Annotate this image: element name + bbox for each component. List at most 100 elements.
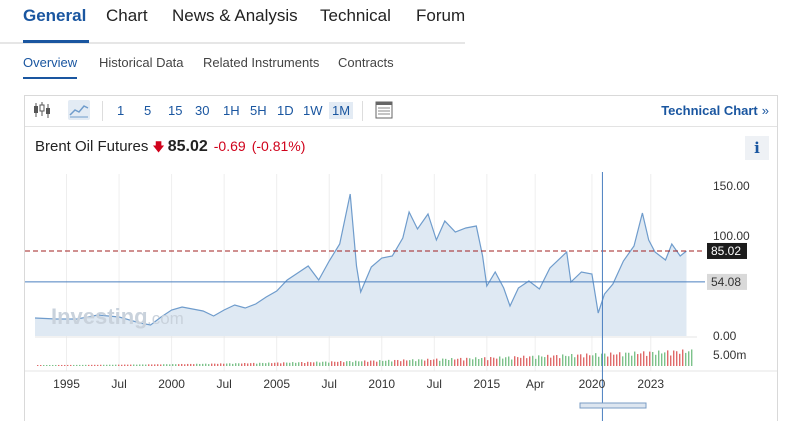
area-chart-icon[interactable] [68,100,90,120]
volume-bar [64,364,66,366]
interval-1h[interactable]: 1H [223,103,240,118]
volume-bar [82,364,84,366]
volume-bar [607,356,609,366]
interval-1w[interactable]: 1W [303,103,323,118]
interval-5[interactable]: 5 [144,103,152,118]
volume-bar [265,363,267,366]
volume-bar [547,354,549,366]
volume-bar [313,362,315,366]
volume-bar [58,364,60,366]
volume-bar [544,357,546,366]
subtab-related-instruments[interactable]: Related Instruments [203,55,320,70]
volume-bar [649,351,651,366]
volume-bar [652,351,654,366]
volume-bar [574,357,576,366]
instrument-price: 85.02 [167,138,208,155]
interval-15[interactable]: 15 [168,103,183,118]
volume-bar [481,358,483,366]
volume-bar [343,362,345,366]
x-tick-label: Jul [216,377,231,391]
interval-5h[interactable]: 5H [250,103,267,118]
volume-bar [424,360,426,366]
volume-bar [403,359,405,366]
instrument-header: Brent Oil Futures 🡇 85.02 -0.69 (-0.81%) [35,138,305,159]
volume-bar [406,360,408,366]
volume-bar [637,354,639,366]
price-chart[interactable]: Investing .com 150.00 100.00 0.00 1995 Jul 2… [25,96,777,421]
volume-bar [550,357,552,366]
volume-bar [556,355,558,366]
subtab-contracts[interactable]: Contracts [338,55,394,70]
volume-bar [451,358,453,366]
volume-bar [418,359,420,366]
volume-bar [466,357,468,366]
volume-bar [118,364,120,366]
info-button[interactable]: i [745,136,769,160]
volume-bar [136,364,138,366]
tab-forum[interactable]: Forum [416,6,466,25]
volume-bar [160,364,162,366]
volume-bar [523,355,525,366]
volume-bar [262,362,264,366]
volume-bar [364,360,366,366]
interval-30[interactable]: 30 [195,103,210,118]
volume-bar [211,363,213,366]
toolbar-divider [362,101,363,121]
volume-bar [100,364,102,366]
volume-bar [316,361,318,366]
volume-bar [628,352,630,366]
volume-bar [598,356,600,366]
volume-bar [220,363,222,366]
interval-1m[interactable]: 1M [329,102,354,119]
volume-bar [217,363,219,366]
volume-bar [532,355,534,366]
subtab-overview[interactable]: Overview [23,55,78,70]
volume-bar [634,351,636,366]
volume-bar [247,363,249,366]
volume-bar [526,358,528,366]
subtab-historical-data[interactable]: Historical Data [99,55,184,70]
candlestick-icon[interactable] [31,100,53,120]
volume-bar [178,364,180,366]
volume-bar [439,360,441,366]
volume-bar [664,352,666,366]
tab-news-analysis[interactable]: News & Analysis [172,6,298,25]
volume-bar [625,352,627,366]
watermark-suffix: .com [147,309,184,328]
volume-bar [235,363,237,366]
volume-bar [304,362,306,366]
tab-technical[interactable]: Technical [320,6,391,25]
technical-chart-link[interactable]: Technical Chart» [661,103,769,118]
x-tick-label: Apr [526,377,545,391]
volume-bar [388,359,390,366]
volume-bar [595,353,597,366]
volume-bar [658,350,660,366]
volume-bar [55,364,57,366]
table-icon[interactable] [373,100,395,120]
x-tick-label: 2010 [368,377,395,391]
interval-1[interactable]: 1 [117,103,125,118]
volume-bar [40,364,42,366]
volume-bar [511,359,513,366]
tab-general[interactable]: General [23,6,87,25]
volume-bar [577,354,579,366]
scrollbar-handle[interactable] [579,402,647,409]
volume-bar [538,355,540,366]
tab-chart[interactable]: Chart [106,6,148,25]
volume-bar [328,362,330,366]
volume-bar [52,364,54,366]
volume-bar [382,360,384,366]
volume-bar [583,357,585,366]
toolbar-divider [102,101,103,121]
volume-bar [436,358,438,366]
volume-bar [463,360,465,366]
volume-bar [148,364,150,366]
down-arrow-icon: 🡇 [152,140,165,154]
volume-bar [244,362,246,366]
volume-bar [487,360,489,366]
volume-bar [517,357,519,366]
watermark-brand: Investing [51,304,148,329]
interval-1d[interactable]: 1D [277,103,294,118]
volume-bar [478,359,480,366]
volume-bar [490,357,492,366]
